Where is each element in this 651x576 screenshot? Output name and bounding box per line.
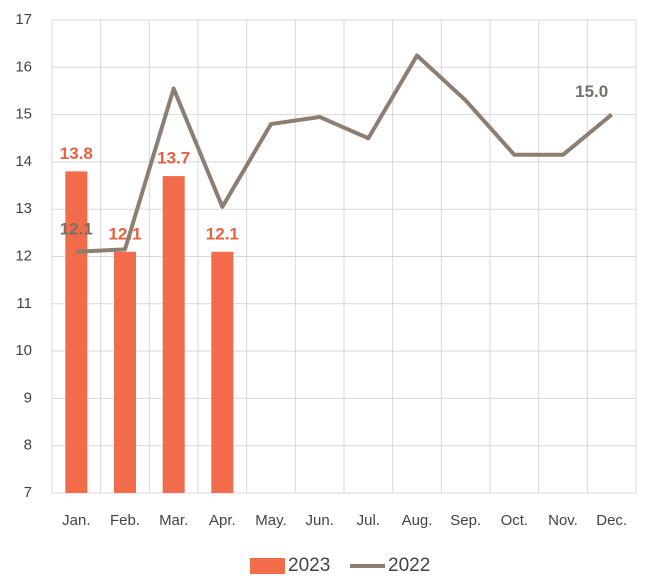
y-tick-label: 10 — [15, 342, 32, 359]
x-tick-label: Mar. — [159, 512, 188, 529]
bar — [162, 176, 185, 493]
x-tick-label: Jul. — [357, 512, 380, 529]
x-tick-label: May. — [255, 512, 286, 529]
x-tick-label: Oct. — [501, 512, 529, 529]
legend-label: 2023 — [288, 555, 330, 576]
x-tick-label: Dec. — [596, 512, 627, 529]
x-tick-label: Jun. — [305, 512, 333, 529]
y-tick-label: 12 — [15, 247, 32, 264]
line — [76, 53, 613, 254]
y-tick-label: 15 — [15, 106, 32, 123]
y-tick-label: 14 — [15, 153, 32, 170]
bar-value-label: 13.7 — [157, 149, 190, 168]
x-tick-label: Nov. — [548, 512, 578, 529]
bar — [114, 251, 136, 493]
y-tick-label: 11 — [16, 295, 32, 312]
x-tick-label: Feb. — [110, 512, 140, 529]
bar — [211, 251, 234, 493]
y-tick-label: 17 — [15, 11, 32, 28]
bar-value-label: 12.1 — [108, 224, 141, 243]
x-tick-label: Jan. — [62, 512, 90, 529]
legend-label: 2022 — [388, 555, 430, 576]
x-tick-label: Aug. — [402, 512, 433, 529]
y-tick-label: 7 — [24, 484, 32, 501]
line-value-label: 15.0 — [575, 82, 608, 101]
y-tick-label: 9 — [24, 389, 32, 406]
x-tick-label: Apr. — [209, 512, 236, 529]
y-tick-label: 8 — [24, 437, 32, 454]
line-value-label: 12.1 — [60, 219, 93, 238]
y-tick-label: 13 — [15, 200, 32, 217]
legend-swatch — [250, 558, 285, 574]
y-tick-label: 16 — [15, 58, 32, 75]
bar-value-label: 13.8 — [60, 144, 93, 163]
x-tick-label: Sep. — [450, 512, 481, 529]
bar-value-label: 12.1 — [206, 224, 239, 243]
